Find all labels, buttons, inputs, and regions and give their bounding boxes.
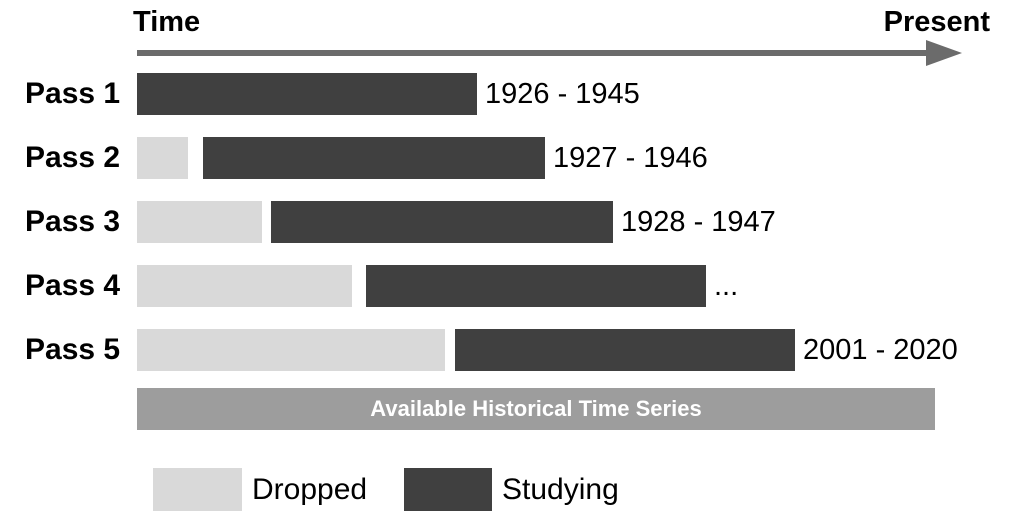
bar-gap xyxy=(352,265,366,307)
time-arrow-head-icon xyxy=(926,40,962,66)
dropped-bar xyxy=(137,201,262,243)
range-label: ... xyxy=(714,270,739,302)
available-series-label: Available Historical Time Series xyxy=(370,396,702,421)
time-axis-label: Time xyxy=(133,6,201,38)
pass-row: Pass 1 1926 - 1945 xyxy=(0,73,1020,115)
pass-label: Pass 3 xyxy=(25,205,121,238)
pass-bars: 1927 - 1946 xyxy=(137,137,708,179)
range-label: 2001 - 2020 xyxy=(803,334,958,366)
pass-label: Pass 2 xyxy=(25,141,121,174)
legend-dropped-label: Dropped xyxy=(252,473,368,506)
bar-gap xyxy=(262,201,271,243)
range-label: 1928 - 1947 xyxy=(621,206,776,238)
pass-row: Pass 5 2001 - 2020 xyxy=(0,329,1020,371)
pass-label: Pass 1 xyxy=(25,77,121,110)
legend-studying-swatch xyxy=(404,468,492,511)
studying-bar xyxy=(366,265,706,307)
legend-studying-label: Studying xyxy=(502,473,619,506)
legend-dropped-swatch xyxy=(153,468,242,511)
dropped-bar xyxy=(137,265,352,307)
present-label: Present xyxy=(883,6,990,38)
pass-bars: 1928 - 1947 xyxy=(137,201,776,243)
pass-bars: ... xyxy=(137,265,738,307)
dropped-bar xyxy=(137,329,445,371)
time-arrow-line xyxy=(137,50,928,56)
pass-row: Pass 2 1927 - 1946 xyxy=(0,137,1020,179)
pass-bars: 1926 - 1945 xyxy=(137,73,640,115)
studying-bar xyxy=(137,73,477,115)
legend-item-studying: Studying xyxy=(404,468,619,511)
legend-item-dropped: Dropped xyxy=(153,468,367,511)
range-label: 1927 - 1946 xyxy=(553,142,708,174)
dropped-bar xyxy=(137,137,188,179)
pass-bars: 2001 - 2020 xyxy=(137,329,958,371)
bar-gap xyxy=(445,329,455,371)
pass-label: Pass 5 xyxy=(25,333,121,366)
range-label: 1926 - 1945 xyxy=(485,78,640,110)
pass-row: Pass 4 ... xyxy=(0,265,1020,307)
pass-label: Pass 4 xyxy=(25,269,121,302)
pass-row: Pass 3 1928 - 1947 xyxy=(0,201,1020,243)
bar-gap xyxy=(188,137,203,179)
studying-bar xyxy=(455,329,795,371)
studying-bar xyxy=(203,137,545,179)
studying-bar xyxy=(271,201,613,243)
available-series-bar: Available Historical Time Series xyxy=(137,388,935,430)
